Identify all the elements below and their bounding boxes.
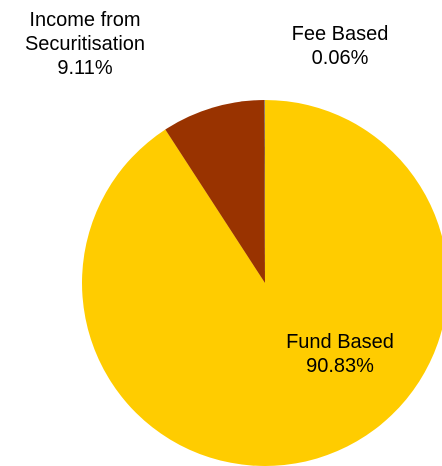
category-label: Fund Based <box>286 331 394 353</box>
category-label: Fee Based <box>291 23 389 45</box>
pie-slice <box>165 100 265 283</box>
value-label: 90.83% <box>306 355 374 377</box>
slice-label: Fund Based 90.83% <box>230 330 442 378</box>
slice-label: Income from Securitisation 9.11% <box>10 8 160 80</box>
pie-slice <box>264 100 265 283</box>
value-label: 0.06% <box>311 47 369 69</box>
slice-label: Fee Based 0.06% <box>260 22 420 70</box>
category-label: Income from Securitisation <box>24 9 146 55</box>
pie-slice <box>82 100 442 466</box>
value-label: 9.11% <box>57 57 113 79</box>
